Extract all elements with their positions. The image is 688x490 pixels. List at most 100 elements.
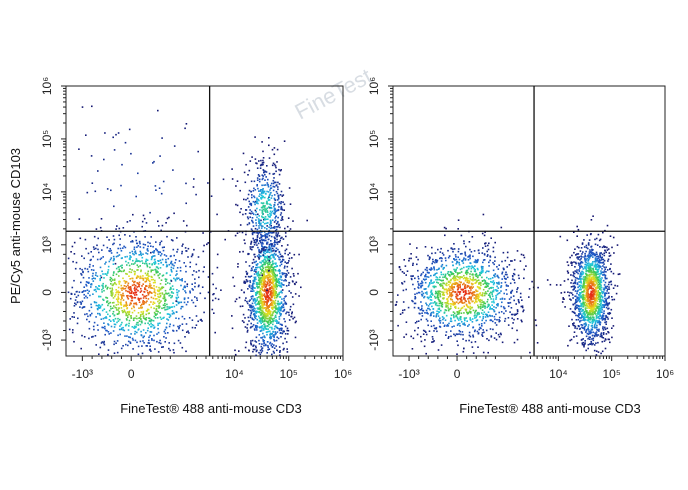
event-dot: [181, 252, 183, 255]
event-dot: [289, 308, 291, 311]
event-dot: [501, 278, 503, 280]
event-dot: [163, 316, 165, 319]
event-dot: [595, 309, 597, 311]
event-dot: [435, 302, 438, 304]
event-dot: [472, 283, 474, 285]
event-dot: [173, 145, 176, 147]
event-dot: [466, 311, 468, 314]
event-dot: [264, 258, 266, 260]
event-dot: [261, 162, 264, 164]
event-dot: [424, 275, 426, 278]
event-dot: [494, 241, 496, 244]
event-dot: [472, 300, 474, 302]
event-dot: [429, 298, 432, 301]
event-dot: [286, 265, 289, 268]
event-dot: [427, 324, 429, 327]
event-dot: [260, 311, 262, 314]
event-dot: [262, 202, 265, 204]
event-dot: [286, 225, 289, 228]
event-dot: [260, 224, 262, 227]
event-dot: [455, 258, 458, 261]
event-dot: [450, 330, 452, 332]
event-dot: [94, 288, 97, 291]
event-dot: [487, 294, 490, 296]
event-dot: [252, 200, 255, 203]
event-dot: [145, 295, 148, 297]
event-dot: [120, 307, 123, 309]
event-dot: [191, 253, 194, 255]
event-dot: [269, 337, 272, 340]
event-dot: [175, 270, 178, 272]
event-dot: [164, 289, 167, 292]
event-dot: [469, 318, 471, 321]
event-dot: [255, 222, 257, 224]
event-dot: [423, 288, 426, 290]
event-dot: [430, 325, 433, 328]
event-dot: [417, 269, 419, 272]
event-dot: [507, 324, 510, 326]
event-dot: [130, 317, 132, 319]
event-dot: [498, 316, 501, 319]
event-dot: [104, 327, 106, 330]
event-dot: [144, 277, 146, 279]
event-dot: [486, 338, 488, 340]
event-dot: [101, 309, 104, 312]
event-dot: [93, 321, 96, 324]
event-dot: [161, 246, 164, 249]
event-dot: [260, 202, 263, 204]
event-dot: [73, 241, 76, 244]
event-dot: [91, 275, 94, 277]
event-dot: [102, 285, 104, 288]
event-dot: [195, 263, 198, 266]
event-dot: [233, 285, 236, 287]
event-dot: [137, 328, 140, 330]
event-dot: [262, 159, 264, 162]
event-dot: [117, 297, 120, 300]
event-dot: [81, 334, 83, 337]
event-dot: [262, 177, 264, 180]
event-dot: [483, 302, 485, 305]
event-dot: [166, 318, 168, 320]
event-dot: [169, 286, 172, 289]
event-dot: [465, 292, 468, 295]
event-dot: [91, 278, 94, 280]
event-dot: [120, 250, 123, 252]
event-dot: [470, 341, 473, 344]
event-dot: [276, 233, 279, 236]
event-dot: [430, 289, 433, 292]
event-dot: [109, 248, 111, 250]
event-dot: [255, 336, 258, 339]
event-dot: [68, 328, 71, 331]
event-dot: [457, 344, 459, 347]
event-dot: [126, 290, 129, 293]
event-dot: [261, 216, 264, 219]
event-dot: [257, 233, 259, 235]
event-dot: [254, 227, 257, 230]
event-dot: [171, 310, 174, 312]
event-dot: [434, 252, 437, 254]
event-dot: [272, 277, 274, 279]
event-dot: [409, 243, 411, 245]
event-dot: [128, 304, 131, 306]
event-dot: [258, 273, 260, 276]
event-dot: [252, 225, 255, 227]
event-dot: [254, 308, 256, 310]
event-dot: [278, 183, 281, 185]
event-dot: [153, 327, 155, 329]
event-dot: [263, 312, 266, 314]
event-dot: [122, 299, 125, 301]
event-dot: [455, 263, 458, 265]
event-dot: [244, 282, 246, 284]
event-dot: [258, 178, 261, 181]
event-dot: [112, 284, 114, 287]
event-dot: [269, 321, 271, 324]
event-dot: [417, 306, 420, 309]
event-dot: [265, 293, 268, 295]
event-dot: [473, 297, 476, 299]
event-dot: [518, 277, 520, 280]
event-dot: [434, 261, 436, 264]
event-dot: [102, 256, 104, 258]
event-dot: [257, 282, 259, 284]
event-dot: [152, 278, 154, 281]
event-dot: [422, 309, 424, 312]
